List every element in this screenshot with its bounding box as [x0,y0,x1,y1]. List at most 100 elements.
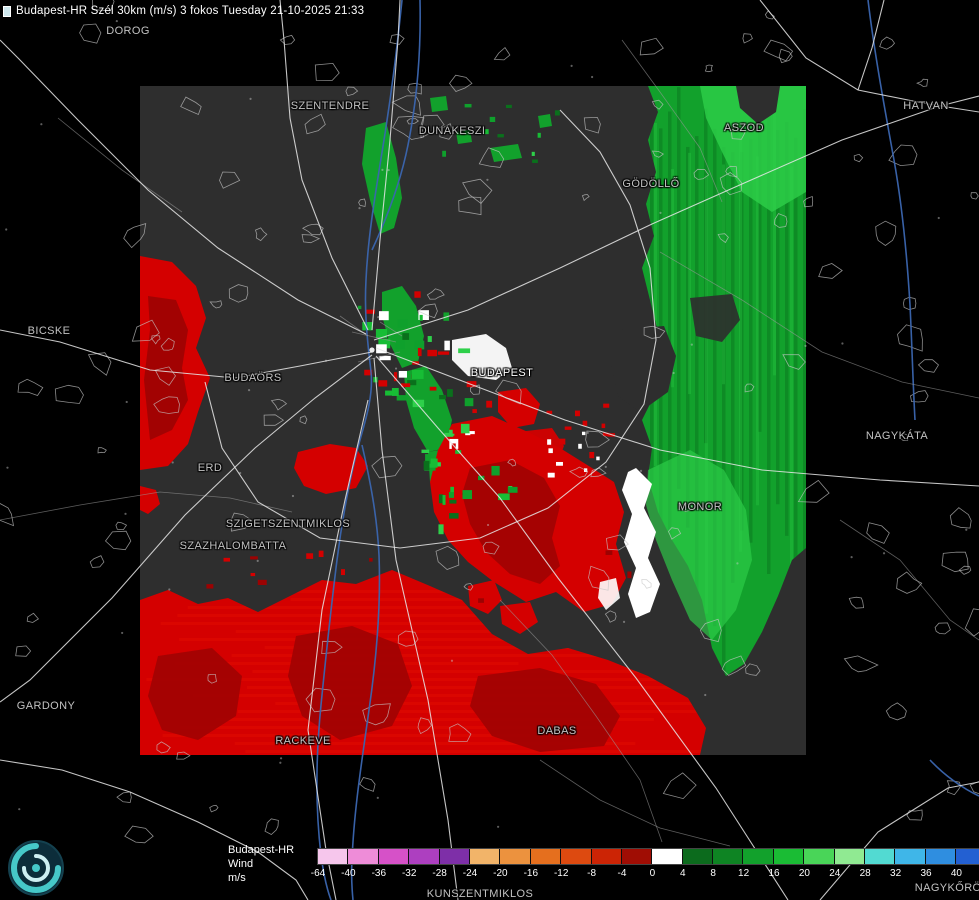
hungaromet-radar-logo [8,840,64,896]
settlement-outline [123,223,147,249]
settlement-outline [763,39,794,62]
settlement-outline [299,415,308,425]
settlement-outline [662,772,697,800]
settlement-outline [358,198,366,207]
settlement-outline [897,324,923,352]
settlement-outline [903,296,917,311]
settlement-outline [879,36,896,50]
settlement-outline [917,359,940,373]
szentendre-branch [371,0,421,251]
settlement-outline [264,818,279,835]
settlement-outline [969,781,979,795]
legend-swatch [743,849,774,864]
green-north-streak [362,122,402,234]
settlement-outline [301,223,324,236]
legend-tick: 12 [738,868,750,879]
red-south-core [148,648,242,740]
settlement-outline [482,541,500,555]
settlement-outline [583,116,601,134]
map-title-bar: Budapest-HR Szél 30km (m/s) 3 fokos Tues… [3,5,364,17]
settlement-outline [899,433,909,442]
settlement-outline [745,663,761,676]
settlement-outline [875,220,897,246]
danube-river [316,0,403,900]
settlement-outline [778,48,793,64]
settlement-outline [605,534,629,551]
green-fleck [490,144,522,162]
settlement-outlines-layer [0,0,979,844]
green-top-right-bright [700,86,806,212]
settlement-outline [916,78,929,87]
settlement-outline [725,165,738,178]
settlement-outline [345,86,359,97]
legend-tick: -36 [371,868,387,879]
settlement-outline [153,396,180,414]
settlement-outline [885,702,907,721]
settlement-outline [279,34,296,45]
settlement-outline [230,512,253,532]
settlement-outline [848,596,865,609]
white-zero-line [622,468,660,618]
red-se-core [462,460,560,584]
legend-tick: 24 [829,868,841,879]
legend-tick: 4 [680,868,686,879]
settlement-outline [397,630,419,647]
green-fleck [538,114,552,128]
settlement-outline [151,335,161,345]
minor-road [0,491,293,521]
legend-swatch [561,849,592,864]
settlement-outline [680,503,694,512]
green-fleck [430,96,448,112]
legend-swatch [895,849,926,864]
settlement-outline [853,153,864,163]
settlement-outline [321,640,343,655]
settlement-outline [176,751,191,760]
settlement-outline [97,447,107,454]
settlement-outline [392,115,425,140]
major-road [857,0,885,91]
major-road [0,759,309,900]
settlement-outline [866,522,890,544]
legend-tick: 16 [768,868,780,879]
settlement-outline [896,571,923,594]
settlement-outline [89,555,105,568]
logo-swirl-inner [22,854,50,882]
settlement-outline [463,582,474,591]
white-fleck [598,578,620,610]
legend-swatch [652,849,683,864]
major-road [373,357,459,900]
settlement-outline [131,319,160,342]
settlement-outline [255,227,268,242]
legend-tick: 40 [950,868,962,879]
settlement-outline [314,62,340,81]
settlement-outline [493,46,511,61]
settlement-outline [588,565,610,591]
red-bridge-blob [468,580,502,614]
major-road [371,0,401,331]
zagyva-river [867,0,916,421]
settlement-outline [693,168,710,180]
settlement-outline [407,82,422,95]
settlement-outline [156,741,171,754]
settlement-outline [209,300,223,309]
major-road [204,339,657,549]
velocity-layer [140,86,806,755]
settlement-outline [495,379,522,405]
settlement-outline [941,551,969,573]
settlement-outline [803,195,814,208]
major-road [279,0,369,331]
settlement-outline [104,530,132,551]
red-west-core [144,296,188,440]
legend-tick: 36 [920,868,932,879]
minor-road [57,117,183,213]
gray-notch-top [736,86,780,124]
settlement-outline [458,196,482,216]
settlement-outline [949,507,972,529]
settlement-outline [26,612,40,623]
legend-swatch [500,849,531,864]
gray-notch-mid [610,326,676,412]
settlement-outline [470,384,481,395]
legend-swatch [621,849,653,864]
minor-road [539,759,731,847]
